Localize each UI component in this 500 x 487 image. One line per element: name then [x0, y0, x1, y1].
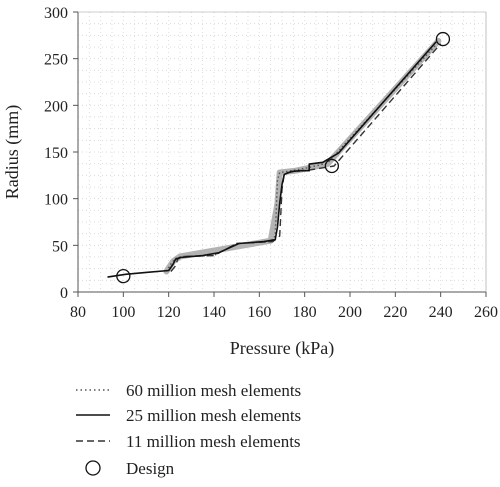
x-tick-label: 120	[157, 304, 181, 321]
x-tick-label: 240	[429, 304, 453, 321]
legend-swatch-design	[85, 460, 101, 476]
x-tick-label: 80	[70, 304, 86, 321]
legend: 60 million mesh elements 25 million mesh…	[76, 381, 301, 478]
series-line-solid	[107, 41, 437, 278]
design-markers	[116, 31, 451, 284]
x-tick-label: 160	[247, 304, 271, 321]
legend-label-60m: 60 million mesh elements	[126, 381, 301, 400]
legend-label-11m: 11 million mesh elements	[126, 432, 301, 451]
legend-label-design: Design	[126, 459, 175, 478]
x-ticks: 80 100 120 140 160 180 200 220 240 260	[70, 292, 498, 321]
y-tick-label: 250	[44, 52, 68, 69]
y-tick-label: 0	[60, 285, 68, 302]
design-point-marker	[435, 31, 451, 47]
series-lines	[107, 41, 442, 278]
x-tick-label: 180	[293, 304, 317, 321]
y-ticks: 0 50 100 150 200 250 300	[44, 5, 78, 302]
x-tick-label: 220	[383, 304, 407, 321]
x-tick-label: 140	[202, 304, 226, 321]
design-point-marker	[324, 158, 340, 174]
legend-label-25m: 25 million mesh elements	[126, 406, 301, 425]
y-axis-label: Radius (mm)	[2, 105, 23, 200]
x-tick-label: 200	[338, 304, 362, 321]
x-axis-label: Pressure (kPa)	[230, 338, 334, 359]
y-tick-label: 100	[44, 192, 68, 209]
x-tick-label: 260	[474, 304, 498, 321]
y-tick-label: 200	[44, 98, 68, 115]
y-tick-label: 150	[44, 145, 68, 162]
y-tick-label: 50	[52, 238, 68, 255]
y-tick-label: 300	[44, 5, 68, 22]
grid	[78, 12, 486, 292]
x-tick-label: 100	[111, 304, 135, 321]
design-point-marker	[116, 268, 131, 284]
